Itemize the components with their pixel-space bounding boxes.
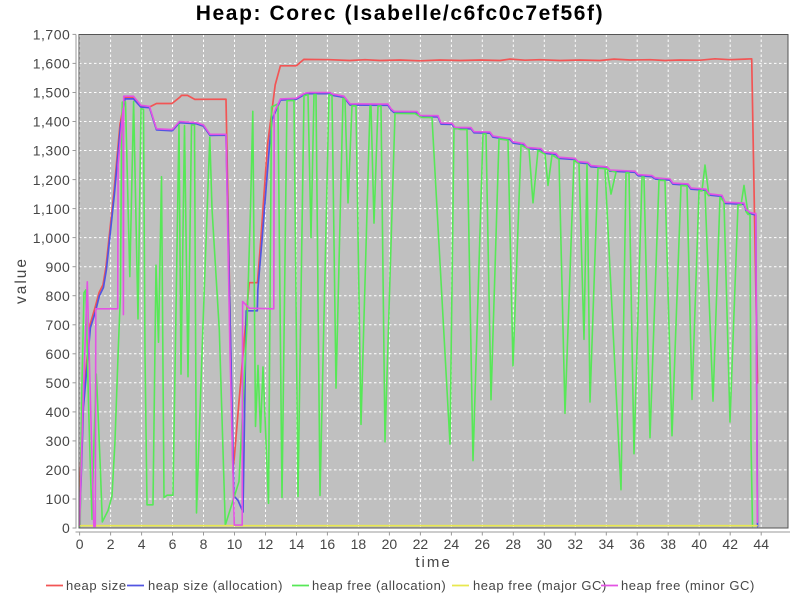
- svg-text:4: 4: [138, 536, 146, 552]
- svg-text:1,600: 1,600: [33, 56, 71, 72]
- svg-text:600: 600: [45, 346, 70, 362]
- svg-text:400: 400: [45, 404, 70, 420]
- svg-text:value: value: [13, 257, 30, 304]
- svg-text:2: 2: [107, 536, 115, 552]
- svg-text:0: 0: [62, 520, 70, 536]
- svg-text:300: 300: [45, 433, 70, 449]
- svg-text:0: 0: [76, 536, 84, 552]
- svg-text:1,100: 1,100: [33, 201, 71, 217]
- svg-text:40: 40: [691, 536, 707, 552]
- svg-text:24: 24: [444, 536, 460, 552]
- svg-text:heap free (allocation): heap free (allocation): [312, 578, 446, 593]
- svg-text:22: 22: [413, 536, 429, 552]
- svg-text:heap free (major GC): heap free (major GC): [473, 578, 607, 593]
- svg-text:16: 16: [320, 536, 336, 552]
- svg-text:10: 10: [227, 536, 243, 552]
- svg-text:200: 200: [45, 462, 70, 478]
- svg-text:1,500: 1,500: [33, 85, 71, 101]
- svg-text:800: 800: [45, 288, 70, 304]
- svg-text:36: 36: [629, 536, 645, 552]
- svg-text:900: 900: [45, 259, 70, 275]
- svg-text:1,300: 1,300: [33, 143, 71, 159]
- svg-text:6: 6: [169, 536, 177, 552]
- svg-text:28: 28: [506, 536, 522, 552]
- svg-text:500: 500: [45, 375, 70, 391]
- svg-text:14: 14: [289, 536, 305, 552]
- svg-text:8: 8: [200, 536, 208, 552]
- svg-text:32: 32: [568, 536, 584, 552]
- svg-text:18: 18: [351, 536, 367, 552]
- svg-text:time: time: [415, 554, 451, 571]
- svg-text:1,200: 1,200: [33, 172, 71, 188]
- svg-text:heap free (minor GC): heap free (minor GC): [621, 578, 755, 593]
- svg-text:1,000: 1,000: [33, 230, 71, 246]
- svg-text:44: 44: [753, 536, 769, 552]
- svg-text:1,400: 1,400: [33, 114, 71, 130]
- svg-text:Heap: Corec (Isabelle/c6fc0c7e: Heap: Corec (Isabelle/c6fc0c7ef56f): [196, 2, 605, 25]
- svg-text:20: 20: [382, 536, 398, 552]
- svg-text:700: 700: [45, 317, 70, 333]
- svg-text:42: 42: [722, 536, 738, 552]
- svg-text:30: 30: [537, 536, 553, 552]
- svg-text:heap size: heap size: [66, 578, 127, 593]
- svg-text:12: 12: [258, 536, 274, 552]
- svg-text:heap size (allocation): heap size (allocation): [148, 578, 283, 593]
- svg-text:1,700: 1,700: [33, 27, 71, 43]
- svg-text:38: 38: [660, 536, 676, 552]
- svg-text:26: 26: [475, 536, 491, 552]
- svg-text:34: 34: [599, 536, 615, 552]
- svg-text:100: 100: [45, 491, 70, 507]
